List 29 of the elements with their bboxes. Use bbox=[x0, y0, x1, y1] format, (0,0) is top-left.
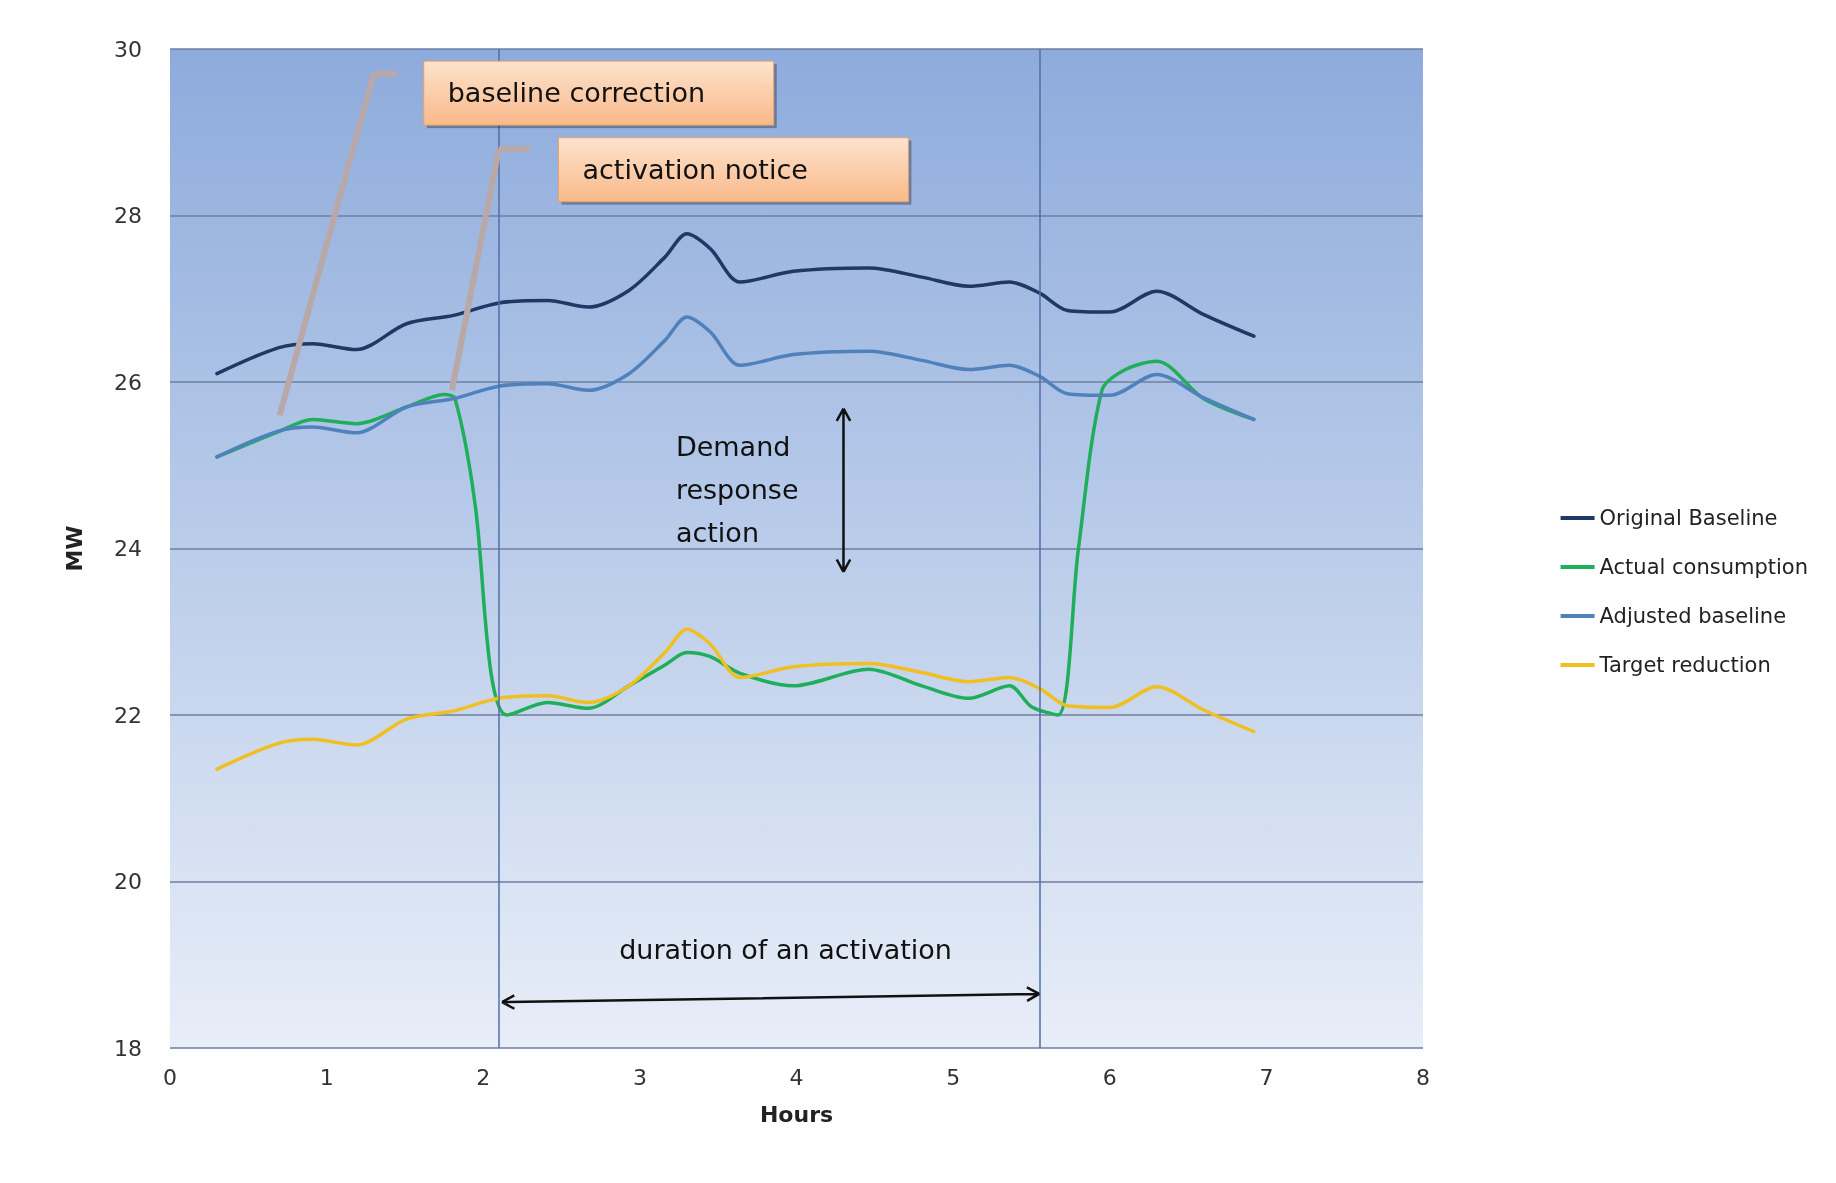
y-tick-label: 30 bbox=[114, 36, 142, 62]
y-tick-label: 18 bbox=[114, 1035, 142, 1061]
x-tick-label: 0 bbox=[163, 1064, 177, 1090]
x-tick-label: 3 bbox=[632, 1064, 647, 1090]
line-series bbox=[215, 232, 1256, 376]
legend-label: Actual consumption bbox=[1599, 555, 1809, 579]
y-tick-label: 26 bbox=[114, 369, 142, 395]
x-axis-title: Hours bbox=[759, 1101, 834, 1127]
legend-label: Target reduction bbox=[1598, 653, 1771, 677]
y-tick-label: 28 bbox=[114, 203, 142, 228]
x-tick-label: 4 bbox=[789, 1064, 804, 1090]
x-tick-label: 2 bbox=[476, 1064, 491, 1090]
y-axis-title: MW bbox=[61, 525, 87, 572]
x-tick-label: 5 bbox=[946, 1064, 961, 1090]
x-tick-label: 1 bbox=[319, 1064, 334, 1090]
annotation: Demand response action bbox=[675, 430, 800, 551]
line-series bbox=[215, 315, 1256, 459]
annotation: baseline correction bbox=[447, 76, 706, 111]
x-tick-label: 8 bbox=[1416, 1064, 1430, 1090]
annotation: activation notice bbox=[582, 152, 808, 187]
line-series bbox=[215, 627, 1256, 771]
legend-label: Adjusted baseline bbox=[1599, 604, 1787, 628]
y-tick-label: 22 bbox=[114, 702, 142, 728]
x-tick-label: 7 bbox=[1259, 1064, 1274, 1090]
x-tick-label: 6 bbox=[1102, 1064, 1117, 1090]
legend-label: Original Baseline bbox=[1599, 506, 1778, 530]
annotation: duration of an activation bbox=[618, 932, 953, 967]
y-tick-label: 24 bbox=[114, 536, 142, 561]
y-tick-label: 20 bbox=[114, 869, 142, 894]
